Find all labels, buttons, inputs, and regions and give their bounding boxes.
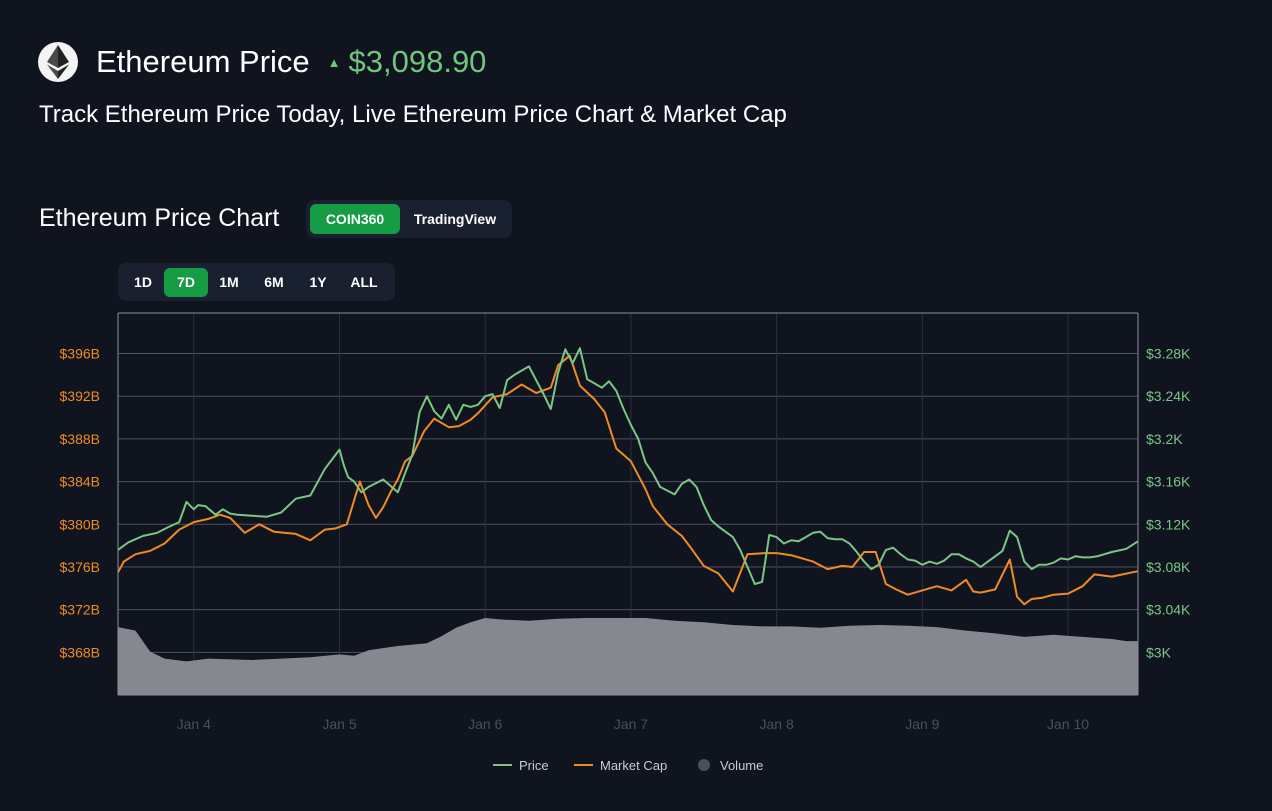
chart-source-toggle: COIN360 TradingView bbox=[306, 200, 512, 238]
x-tick-label: Jan 10 bbox=[1047, 716, 1089, 732]
left-tick-label: $368B bbox=[60, 644, 100, 660]
right-tick-label: $3.16K bbox=[1146, 474, 1191, 490]
current-price: $3,098.90 bbox=[348, 44, 487, 79]
legend-volume-label: Volume bbox=[720, 758, 763, 773]
x-tick-label: Jan 4 bbox=[177, 716, 211, 732]
x-tick-label: Jan 5 bbox=[322, 716, 356, 732]
ethereum-icon bbox=[38, 42, 78, 82]
right-tick-label: $3.24K bbox=[1146, 388, 1191, 404]
x-tick-label: Jan 7 bbox=[614, 716, 648, 732]
volume-area bbox=[118, 618, 1138, 695]
range-6m-button[interactable]: 6M bbox=[264, 274, 284, 290]
x-axis: Jan 4 Jan 5 Jan 6 Jan 7 Jan 8 Jan 9 Jan 10 bbox=[177, 716, 1090, 732]
x-tick-label: Jan 9 bbox=[905, 716, 939, 732]
triangle-up-icon: ▲ bbox=[327, 54, 341, 70]
page-header: Ethereum Price ▲ $3,098.90 bbox=[38, 40, 486, 84]
x-tick-label: Jan 8 bbox=[760, 716, 794, 732]
range-1m-button[interactable]: 1M bbox=[219, 274, 239, 290]
source-coin360-button[interactable]: COIN360 bbox=[310, 204, 400, 234]
chart-grid bbox=[118, 313, 1138, 695]
right-tick-label: $3.04K bbox=[1146, 602, 1191, 618]
left-tick-label: $384B bbox=[60, 474, 100, 490]
legend-volume-swatch bbox=[698, 759, 710, 771]
left-tick-label: $388B bbox=[60, 431, 100, 447]
chart-legend: Price Market Cap Volume bbox=[493, 758, 763, 773]
right-tick-label: $3.28K bbox=[1146, 346, 1191, 362]
range-all-button[interactable]: ALL bbox=[350, 274, 378, 290]
right-tick-label: $3K bbox=[1146, 644, 1172, 660]
time-range-selector: 1D 7D 1M 6M 1Y ALL bbox=[118, 263, 395, 301]
volume-series bbox=[118, 618, 1138, 695]
left-tick-label: $372B bbox=[60, 602, 100, 618]
right-tick-label: $3.12K bbox=[1146, 516, 1191, 532]
left-axis: $396B $392B $388B $384B $380B $376B $372B $368B bbox=[60, 346, 100, 661]
range-7d-button[interactable]: 7D bbox=[164, 268, 208, 297]
left-tick-label: $380B bbox=[60, 516, 100, 532]
price-line bbox=[117, 347, 1139, 585]
x-tick-label: Jan 6 bbox=[468, 716, 502, 732]
market-cap-line bbox=[117, 354, 1139, 606]
page-title: Ethereum Price bbox=[96, 44, 310, 79]
legend-market-cap-label: Market Cap bbox=[600, 758, 667, 773]
legend-price-label: Price bbox=[519, 758, 549, 773]
right-tick-label: $3.2K bbox=[1146, 431, 1183, 447]
range-1d-button[interactable]: 1D bbox=[134, 274, 152, 290]
right-axis: $3.28K $3.24K $3.2K $3.16K $3.12K $3.08K $3.04… bbox=[1146, 346, 1191, 661]
left-tick-label: $392B bbox=[60, 388, 100, 404]
price-series bbox=[117, 347, 1139, 585]
page-subtitle: Track Ethereum Price Today, Live Ethereu… bbox=[39, 101, 787, 128]
market-cap-series bbox=[117, 354, 1139, 606]
left-tick-label: $376B bbox=[60, 559, 100, 575]
left-tick-label: $396B bbox=[60, 346, 100, 362]
right-tick-label: $3.08K bbox=[1146, 559, 1191, 575]
range-1y-button[interactable]: 1Y bbox=[309, 274, 327, 290]
source-tradingview-button[interactable]: TradingView bbox=[413, 211, 497, 227]
chart-frame bbox=[117, 312, 1139, 696]
chart-section-title: Ethereum Price Chart bbox=[39, 204, 280, 232]
